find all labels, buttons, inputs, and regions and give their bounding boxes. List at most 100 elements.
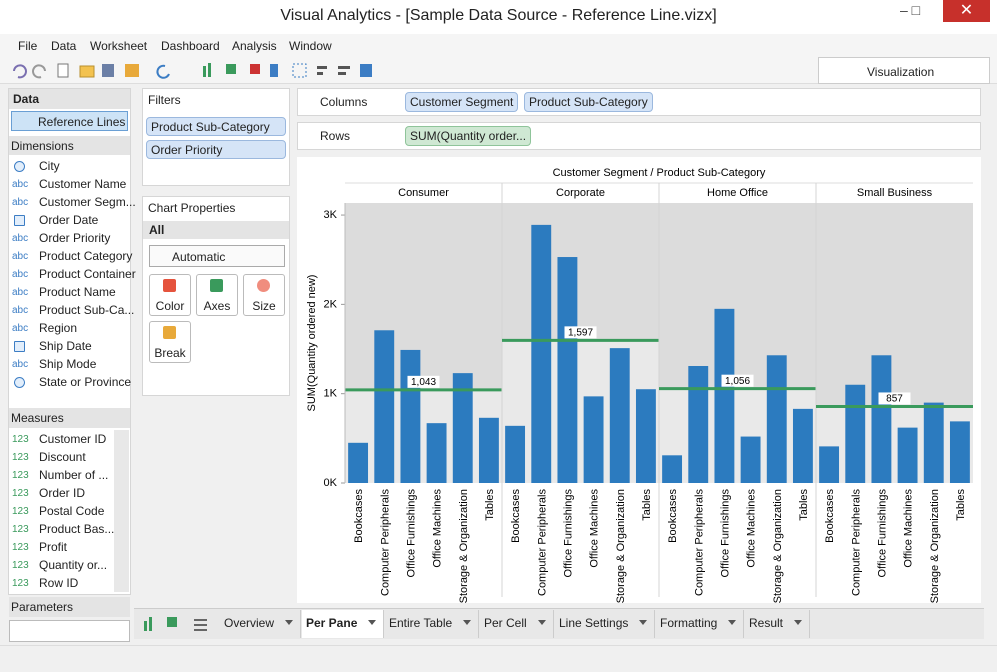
pane-band-lower [502, 340, 659, 483]
field-item[interactable]: Product Container [39, 267, 136, 281]
property-icon [163, 279, 176, 292]
property-button-label: Axes [203, 299, 231, 313]
field-item[interactable]: Quantity or... [39, 558, 108, 572]
bar [635, 389, 656, 483]
x-tick-label: Office Furnishings [876, 489, 888, 578]
field-item[interactable]: Customer Name [39, 177, 127, 191]
field-item[interactable]: Discount [39, 450, 86, 464]
pane-band-lower [345, 389, 502, 483]
tab[interactable]: Entire Table [385, 610, 480, 638]
field-item[interactable]: Product Bas... [39, 522, 115, 536]
filters-panel [142, 88, 290, 186]
pane-header: Home Office [707, 187, 768, 199]
property-button-label: Color [155, 299, 185, 313]
x-tick-label: Storage & Organization [458, 489, 470, 603]
window-title: Visual Analytics - [Sample Data Source -… [280, 7, 717, 24]
row-pill[interactable]: SUM(Quantity order... [405, 126, 532, 146]
tab[interactable]: Result [745, 610, 811, 638]
bar [609, 348, 630, 483]
field-icon: 123 [12, 470, 29, 481]
scrollbar[interactable] [114, 430, 129, 592]
data-source[interactable]: Reference Lines [11, 111, 128, 131]
x-tick-label: Computer Peripherals [693, 489, 705, 596]
x-tick-label: Office Machines [589, 489, 601, 568]
field-item[interactable]: Customer Segm... [39, 195, 136, 209]
field-item[interactable]: Product Name [39, 285, 116, 299]
field-item[interactable]: Row ID [39, 576, 79, 590]
column-pill[interactable]: Customer Segment [405, 92, 519, 112]
x-tick-label: Office Machines [432, 489, 444, 568]
field-item[interactable]: Order ID [39, 486, 86, 500]
field-icon: 123 [12, 488, 29, 499]
field-icon: abc [12, 287, 29, 298]
field-item[interactable]: Region [39, 321, 78, 335]
x-tick-label: Tables [641, 489, 653, 521]
property-icon [257, 279, 270, 292]
filter-pill[interactable]: Product Sub-Category [146, 117, 286, 136]
parameters-header: Parameters [9, 597, 130, 617]
tab-arrow [463, 620, 471, 625]
field-item[interactable]: Ship Mode [39, 357, 97, 371]
x-tick-label: Tables [798, 489, 810, 521]
filter-pill[interactable]: Order Priority [146, 140, 286, 159]
field-item[interactable]: Order Priority [39, 231, 111, 245]
tab[interactable]: Formatting [656, 610, 745, 638]
field-item[interactable]: Ship Date [39, 339, 92, 353]
menu-item[interactable]: Dashboard [161, 39, 220, 53]
field-item[interactable]: Product Category [39, 249, 133, 263]
pane-header: Corporate [556, 187, 605, 199]
chart-title: Customer Segment / Product Sub-Category [553, 167, 766, 179]
pane-band-upper [659, 203, 816, 389]
window-controls[interactable]: – □ [900, 2, 921, 18]
pane-band-upper [502, 203, 659, 341]
filters-header: Filters [148, 93, 181, 107]
bar [348, 442, 369, 483]
close-button[interactable]: ✕ [943, 0, 990, 22]
field-item[interactable]: Postal Code [39, 504, 105, 518]
field-icon: abc [12, 269, 29, 280]
field-icon: abc [12, 305, 29, 316]
visualization-tab[interactable]: Visualization [818, 57, 990, 84]
parameters-input[interactable] [9, 620, 130, 642]
field-item[interactable]: Profit [39, 540, 68, 554]
bar [949, 421, 970, 483]
x-tick-label: Computer Peripherals [379, 489, 391, 596]
field-icon: abc [12, 233, 29, 244]
mark-type-dropdown[interactable]: Automatic [149, 245, 285, 267]
y-tick-label: 2K [324, 298, 338, 310]
field-icon: 123 [12, 434, 29, 445]
field-item[interactable]: Number of ... [39, 468, 109, 482]
reference-label: 1,056 [725, 376, 750, 387]
data-panel [8, 88, 131, 595]
x-tick-label: Bookcases [353, 489, 365, 543]
field-item[interactable]: Customer ID [39, 432, 107, 446]
column-pill[interactable]: Product Sub-Category [524, 92, 653, 112]
field-item[interactable]: Order Date [39, 213, 99, 227]
chart-area: Customer Segment / Product Sub-Category S… [297, 157, 981, 603]
menu-item[interactable]: Data [51, 39, 77, 53]
tab[interactable]: Per Cell [480, 610, 554, 638]
field-item[interactable]: State or Province [39, 375, 132, 389]
x-tick-label: Storage & Organization [929, 489, 941, 603]
x-tick-label: Office Furnishings [719, 489, 731, 578]
menu-item[interactable]: File [18, 39, 38, 53]
pane-band-upper [816, 203, 973, 407]
property-button-label: Break [154, 346, 186, 360]
bar [505, 425, 526, 483]
toolbar-icons [13, 63, 372, 79]
bar [871, 355, 892, 483]
menu-item[interactable]: Worksheet [90, 39, 148, 53]
bar [478, 417, 499, 483]
menu-item[interactable]: Analysis [232, 39, 277, 53]
tab[interactable]: Line Settings [555, 610, 656, 638]
menu-item[interactable]: Window [289, 39, 332, 53]
field-icon: 123 [12, 560, 29, 571]
field-icon: 123 [12, 524, 29, 535]
bar [583, 396, 604, 483]
property-icon [163, 326, 176, 339]
pane-header: Small Business [857, 187, 933, 199]
x-tick-label: Storage & Organization [615, 489, 627, 603]
field-item[interactable]: Product Sub-Ca... [39, 303, 135, 317]
tab[interactable]: Overview [220, 610, 302, 638]
field-item[interactable]: City [39, 159, 60, 173]
